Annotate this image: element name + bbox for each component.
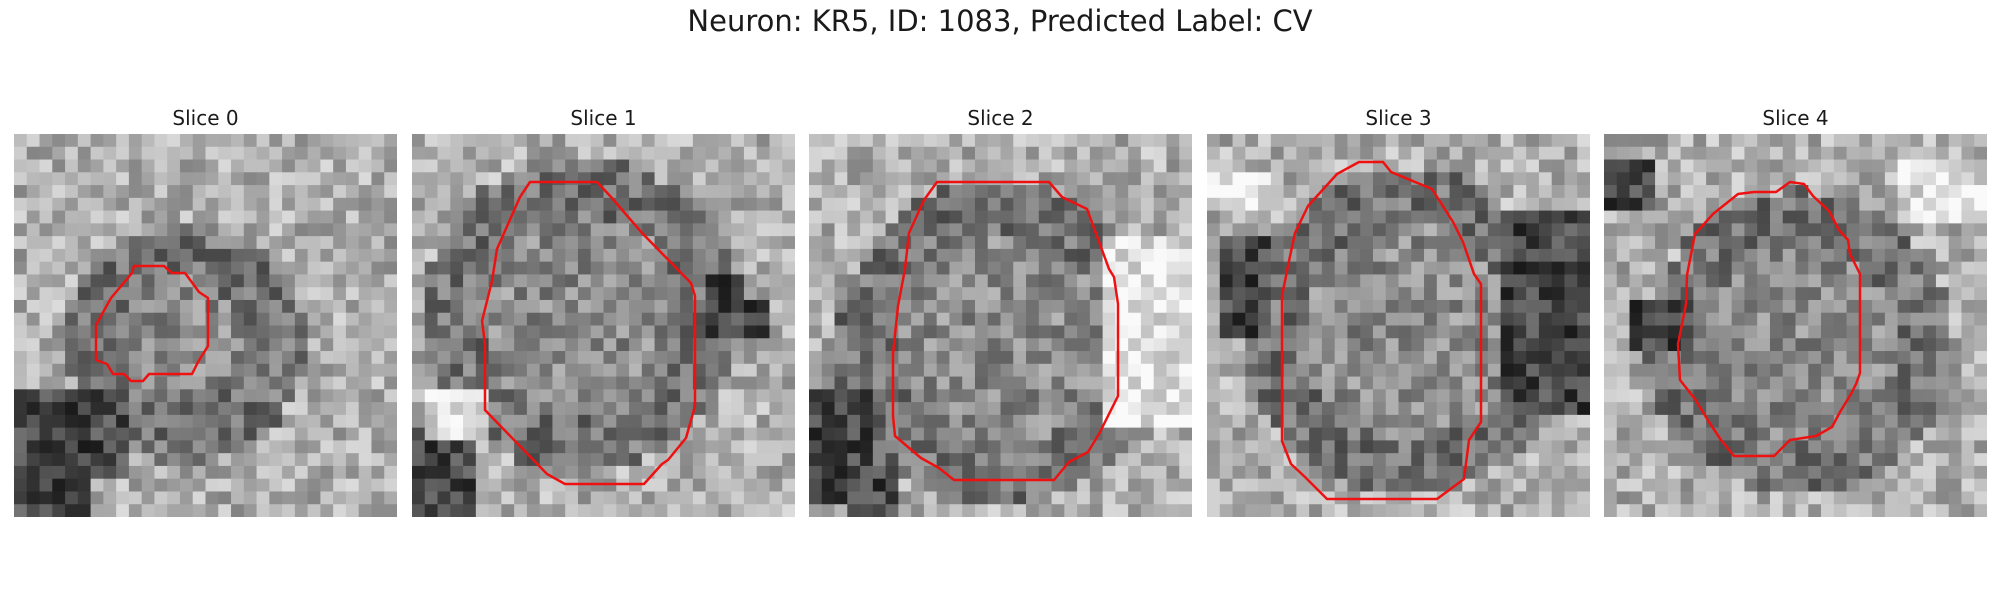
pixel-grid	[412, 134, 795, 517]
pixel-grid	[14, 134, 397, 517]
segmentation-contour	[891, 180, 1120, 482]
slice-title: Slice 0	[172, 106, 239, 130]
figure-title: Neuron: KR5, ID: 1083, Predicted Label: …	[687, 4, 1313, 38]
segmentation-contour	[480, 180, 697, 486]
segmentation-contour	[1676, 180, 1862, 458]
slice-image	[1207, 134, 1590, 517]
slice-image	[412, 134, 795, 517]
slice-image	[14, 134, 397, 517]
slice-title: Slice 3	[1365, 106, 1432, 130]
slice-image	[1604, 134, 1987, 517]
pixel-grid	[809, 134, 1192, 517]
segmentation-contour	[94, 264, 210, 383]
segmentation-contour	[1280, 160, 1483, 501]
pixel-grid	[1207, 134, 1590, 517]
slice-title: Slice 4	[1762, 106, 1829, 130]
slice-title: Slice 2	[967, 106, 1034, 130]
slice-title: Slice 1	[570, 106, 637, 130]
slice-image	[809, 134, 1192, 517]
pixel-grid	[1604, 134, 1987, 517]
